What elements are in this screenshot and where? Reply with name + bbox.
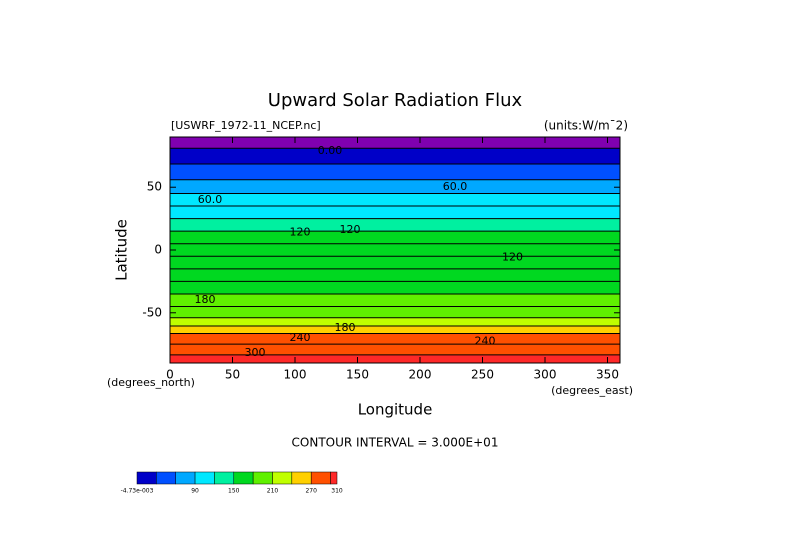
contour-label: 120 [340,223,361,236]
colorbar-box [214,471,235,485]
contour-label: 0.00 [318,144,343,157]
contour-band [170,163,620,180]
units: (units:W/m¯2) [544,119,628,133]
x-tick-label: 350 [596,368,619,382]
colorbar-label: 210 [267,488,279,495]
colorbar-label: -4.73e-003 [121,488,154,495]
x-axis-label: Longitude [358,401,433,419]
colorbar-box [175,471,196,485]
contour-label: 300 [245,346,266,359]
colorbar-box [194,471,215,485]
contour-band [170,281,620,294]
colorbar-label: 90 [191,488,199,495]
x-tick-label: 100 [284,368,307,382]
contour-band [170,179,620,194]
contour-band [170,148,620,164]
chart-title: Upward Solar Radiation Flux [268,90,523,111]
x-unit: (degrees_east) [551,384,633,397]
contour-label: 180 [195,293,216,306]
colorbar-label: 150 [228,488,240,495]
x-tick-label: 200 [409,368,432,382]
contour-band [170,256,620,269]
x-tick-label: 150 [346,368,369,382]
contour-label: 120 [290,225,311,238]
contour-band [170,218,620,232]
y-axis-label: Latitude [113,219,131,281]
contour-band [170,206,620,219]
x-tick-label: 250 [471,368,494,382]
contour-label: 60.0 [443,180,468,193]
contour-label: 120 [502,251,523,264]
colorbar-label: 310 [331,488,343,495]
contour-label: 240 [290,331,311,344]
contour-band [170,354,620,363]
y-tick-label: -50 [142,305,162,319]
y-unit: (degrees_north) [107,376,195,389]
contour-band [170,325,620,334]
colorbar-box [330,471,338,485]
contour-band [170,268,620,282]
contour-band [170,231,620,244]
y-tick-label: 0 [154,243,162,257]
contour-band [170,137,620,149]
contour-label: 60.0 [198,193,223,206]
colorbar-box [233,471,254,485]
x-tick-label: 50 [225,368,240,382]
x-tick-label: 300 [534,368,557,382]
colorbar-box [136,471,157,485]
chart-subtitle: [USWRF_1972-11_NCEP.nc] [171,119,321,132]
contour-label: 180 [335,321,356,334]
colorbar-box [156,471,176,485]
colorbar-box [252,471,273,485]
contour-band [170,344,620,355]
y-tick-label: 50 [147,180,162,194]
contour-band [170,193,620,207]
x-tick-label: 0 [166,368,174,382]
contour-label: 240 [475,335,496,348]
contour-band [170,333,620,345]
contour-band [170,306,620,318]
colorbar-box [272,471,293,485]
colorbar-box [310,471,331,485]
contour-band [170,293,620,307]
colorbar-box [291,471,312,485]
contour-note: CONTOUR INTERVAL = 3.000E+01 [292,436,499,450]
contour-band [170,317,620,326]
colorbar-label: 270 [305,488,317,495]
contour-band [170,243,620,257]
